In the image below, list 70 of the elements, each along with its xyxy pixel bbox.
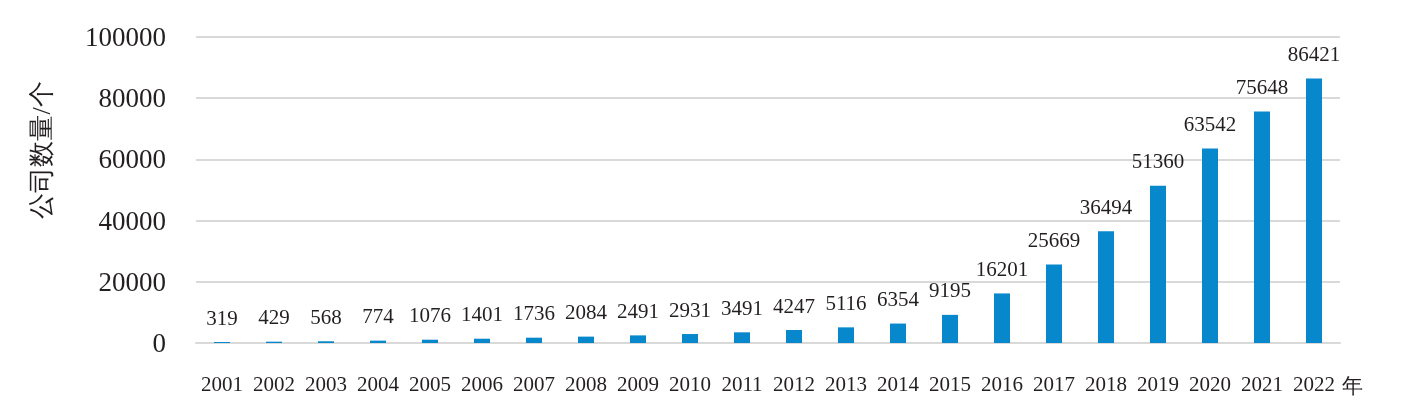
y-tick-label: 20000 xyxy=(98,266,166,297)
bar xyxy=(786,330,802,343)
bar xyxy=(682,334,698,343)
bar xyxy=(526,337,542,343)
x-tick-label: 2001 xyxy=(201,371,243,396)
data-label: 429 xyxy=(258,305,290,330)
data-label: 3491 xyxy=(721,295,763,320)
data-label: 568 xyxy=(310,304,342,329)
y-tick-label: 0 xyxy=(152,328,166,358)
x-tick-label: 2013 xyxy=(825,371,867,396)
bar xyxy=(838,327,854,343)
bar xyxy=(578,336,594,343)
y-axis-title: 公司数量/个 xyxy=(26,81,56,219)
x-tick-label: 2022 xyxy=(1293,371,1335,396)
x-tick-label: 2016 xyxy=(981,371,1023,396)
bar xyxy=(1254,111,1270,343)
x-tick-label: 2018 xyxy=(1085,371,1127,396)
y-tick-label: 80000 xyxy=(98,83,166,114)
data-label: 51360 xyxy=(1131,149,1185,174)
data-label: 6354 xyxy=(877,287,920,312)
x-axis-title: 年 xyxy=(1342,373,1363,398)
x-tick-label: 2003 xyxy=(305,371,347,396)
data-label: 2491 xyxy=(617,298,659,323)
data-label: 319 xyxy=(206,305,238,330)
data-label: 36494 xyxy=(1079,194,1133,219)
x-tick-label: 2009 xyxy=(617,371,659,396)
data-label: 9195 xyxy=(929,278,971,303)
y-tick-label: 60000 xyxy=(98,144,166,175)
bar xyxy=(1046,264,1062,343)
bar xyxy=(630,335,646,343)
bar xyxy=(1150,185,1166,343)
y-tick-label: 100000 xyxy=(85,22,166,52)
data-label: 2931 xyxy=(669,297,711,322)
bar xyxy=(422,339,438,343)
x-tick-label: 2011 xyxy=(721,371,763,396)
data-label: 16201 xyxy=(975,256,1029,281)
x-tick-label: 2008 xyxy=(565,371,607,396)
bar xyxy=(1098,231,1114,343)
data-label: 1401 xyxy=(461,302,503,327)
x-tick-label: 2015 xyxy=(929,371,971,396)
data-label: 75648 xyxy=(1235,75,1289,100)
x-tick-label: 2017 xyxy=(1033,371,1075,396)
bar xyxy=(474,338,490,343)
x-tick-label: 2014 xyxy=(877,371,920,396)
data-label: 5116 xyxy=(825,290,867,315)
x-tick-label: 2005 xyxy=(409,371,451,396)
data-label: 4247 xyxy=(773,293,815,318)
x-tick-label: 2012 xyxy=(773,371,815,396)
data-label: 774 xyxy=(362,304,395,329)
data-label: 25669 xyxy=(1027,227,1081,252)
data-label: 1076 xyxy=(409,303,451,328)
bar xyxy=(890,323,906,343)
x-tick-label: 2019 xyxy=(1137,371,1179,396)
x-tick-label: 2010 xyxy=(669,371,711,396)
x-tick-label: 2006 xyxy=(461,371,503,396)
x-tick-label: 2007 xyxy=(513,371,555,396)
bar xyxy=(734,332,750,343)
bar xyxy=(1202,148,1218,343)
bar xyxy=(942,314,958,343)
data-label: 1736 xyxy=(513,301,555,326)
bar xyxy=(1306,78,1322,343)
data-label: 63542 xyxy=(1183,112,1237,137)
y-tick-label: 40000 xyxy=(98,205,166,236)
x-tick-label: 2021 xyxy=(1241,371,1283,396)
x-tick-label: 2002 xyxy=(253,371,295,396)
bar xyxy=(994,293,1010,343)
data-label: 2084 xyxy=(565,300,608,325)
x-tick-label: 2004 xyxy=(357,371,400,396)
x-tick-label: 2020 xyxy=(1189,371,1231,396)
data-label: 86421 xyxy=(1287,42,1341,67)
